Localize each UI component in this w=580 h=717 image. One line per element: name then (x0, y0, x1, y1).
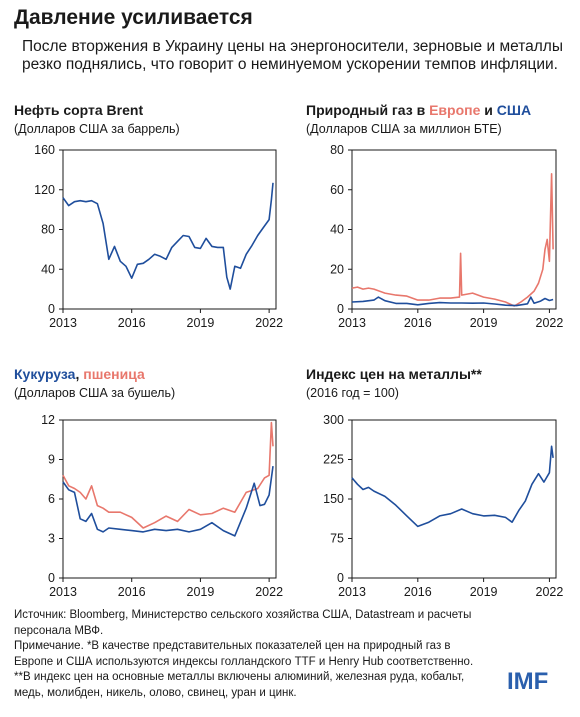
grain-chart-unit: (Долларов США за бушель) (14, 386, 176, 400)
gas-title-part: и (480, 102, 497, 118)
page-title: Давление усиливается (14, 6, 253, 29)
gas-x-tick-label: 2022 (536, 316, 564, 330)
gas-y-tick-label: 0 (337, 302, 344, 316)
gas-chart-unit: (Долларов США за миллион БТЕ) (306, 122, 502, 136)
gas-title-europe: Европе (429, 102, 481, 118)
page-subtitle: После вторжения в Украину цены на энерго… (22, 38, 563, 73)
grain-y-tick-label: 9 (48, 453, 55, 467)
gas-y-tick-label: 20 (330, 262, 344, 276)
grain-x-tick-label: 2019 (187, 585, 215, 599)
gas-y-tick-label: 80 (330, 143, 344, 157)
brent-x-tick-label: 2022 (255, 316, 283, 330)
grain-x-tick-label: 2013 (49, 585, 77, 599)
gas-x-tick-label: 2013 (338, 316, 366, 330)
gas-series-line-0 (351, 172, 554, 307)
brent-chart-title: Нефть сорта Brent (14, 102, 144, 118)
grain-title-wheat: пшеница (83, 366, 145, 382)
metals-x-tick-label: 2022 (536, 585, 564, 599)
metals-x-tick-label: 2019 (470, 585, 498, 599)
grain-y-tick-label: 12 (41, 413, 55, 427)
gas-y-tick-label: 40 (330, 223, 344, 237)
metals-y-tick-label: 75 (330, 532, 344, 546)
metals-y-tick-label: 0 (337, 571, 344, 585)
gas-chart-title: Природный газ в Европе и США (306, 102, 531, 118)
metals-chart-unit: (2016 год = 100) (306, 386, 399, 400)
footer-source: Источник: Bloomberg, Министерство сельск… (14, 609, 472, 637)
gas-y-tick-label: 60 (330, 183, 344, 197)
brent-y-tick-label: 120 (34, 183, 55, 197)
brent-series-line-0 (62, 182, 274, 290)
metals-y-tick-label: 225 (323, 453, 344, 467)
brent-x-tick-label: 2019 (187, 316, 215, 330)
gas-series-line-1 (351, 296, 554, 307)
brent-y-tick-label: 40 (41, 262, 55, 276)
grain-chart: 0 3 6 9 12 2013 2016 2019 2022 (41, 413, 283, 599)
metals-y-tick-label: 150 (323, 492, 344, 506)
brent-chart-unit: (Долларов США за баррель) (14, 122, 180, 136)
grain-chart-title: Кукуруза, пшеница (14, 366, 145, 382)
brent-y-tick-label: 160 (34, 143, 55, 157)
metals-x-tick-label: 2013 (338, 585, 366, 599)
gas-title-part: Природный газ в (306, 102, 430, 118)
grain-title-corn: Кукуруза (14, 366, 76, 382)
grain-y-tick-label: 0 (48, 571, 55, 585)
metals-chart: 0 75 150 225 300 2013 2016 2019 2022 (323, 413, 564, 599)
footer-notes: Источник: Bloomberg, Министерство сельск… (14, 608, 484, 701)
gas-x-tick-label: 2016 (404, 316, 432, 330)
metals-chart-title: Индекс цен на металлы** (306, 366, 482, 382)
grain-title-sep: , (75, 366, 84, 382)
gas-x-tick-label: 2019 (470, 316, 498, 330)
brent-plot-frame (62, 149, 277, 310)
grain-x-tick-label: 2022 (255, 585, 283, 599)
metals-y-tick-label: 300 (323, 413, 344, 427)
gas-chart: 0 20 40 60 80 2013 2016 2019 2022 (330, 143, 564, 330)
brent-chart: 0 40 80 120 160 2013 2016 2019 2022 (34, 143, 283, 330)
grain-series-line-0 (62, 421, 274, 529)
brent-y-tick-label: 80 (41, 223, 55, 237)
grain-y-tick-label: 6 (48, 492, 55, 506)
footer-note: Примечание. *В качестве представительных… (14, 640, 474, 699)
brent-y-tick-label: 0 (48, 302, 55, 316)
brent-x-tick-label: 2013 (49, 316, 77, 330)
metals-series-line-0 (351, 445, 554, 528)
grain-x-tick-label: 2016 (118, 585, 146, 599)
gas-plot-frame (351, 149, 557, 310)
grain-series-line-1 (62, 465, 274, 537)
imf-logo: IMF (507, 668, 549, 695)
brent-x-tick-label: 2016 (118, 316, 146, 330)
grain-y-tick-label: 3 (48, 532, 55, 546)
metals-x-tick-label: 2016 (404, 585, 432, 599)
gas-title-usa: США (496, 102, 532, 118)
